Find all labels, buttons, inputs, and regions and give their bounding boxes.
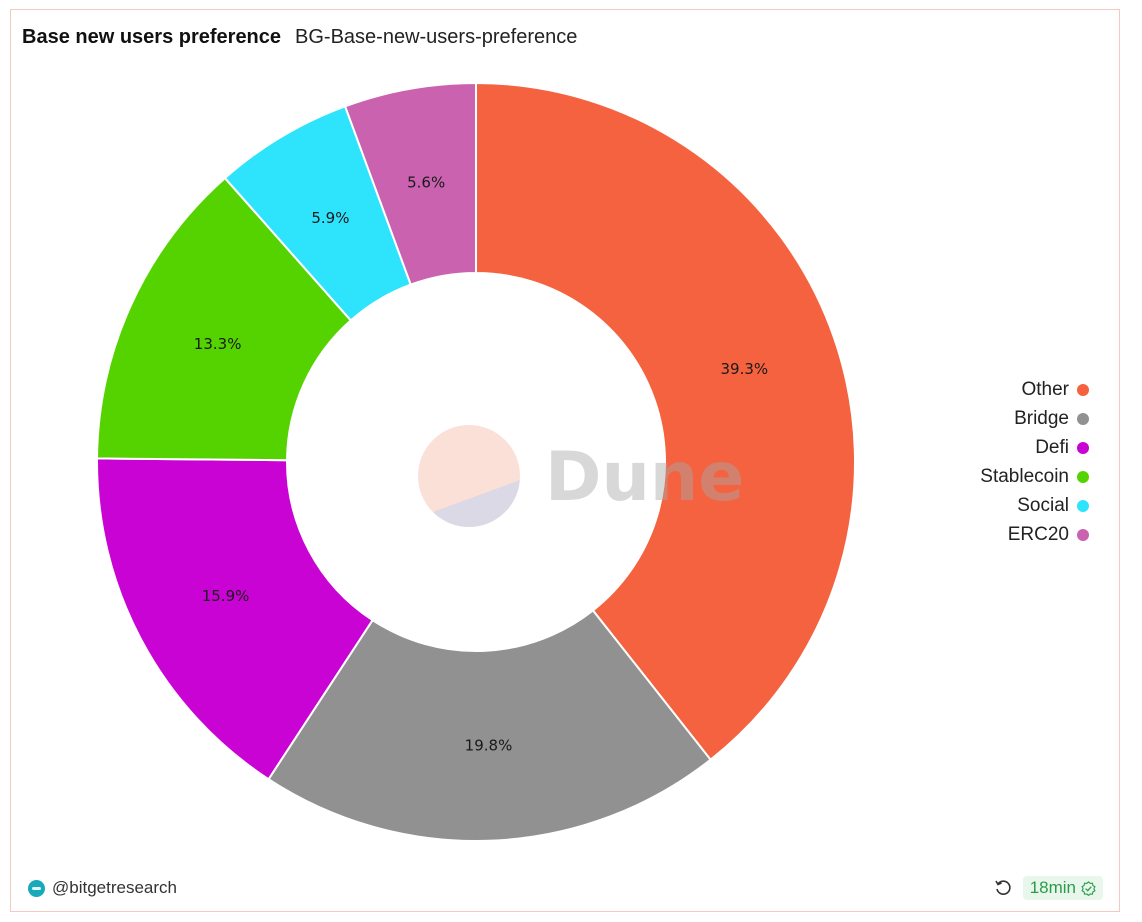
donut-chart: Dune 39.3% 19.8% 15.9% 13.3% 5.9% 5.6% (96, 81, 856, 842)
donut-slices (96, 81, 856, 842)
slice-label-other: 39.3% (721, 360, 769, 378)
author-avatar (28, 879, 45, 897)
legend-item-erc20[interactable]: ERC20 (1008, 524, 1089, 546)
legend-label: Defi (1035, 437, 1069, 458)
legend-item-stablecoin[interactable]: Stablecoin (980, 466, 1089, 488)
legend-swatch (1077, 413, 1089, 425)
chart-header: Base new users preference BG-Base-new-us… (22, 26, 577, 49)
author-handle: @bitgetresearch (52, 878, 177, 897)
slice-label-defi: 15.9% (202, 587, 250, 605)
legend-item-defi[interactable]: Defi (1035, 437, 1089, 459)
legend-label: Social (1017, 495, 1069, 516)
slice-bridge[interactable] (267, 609, 712, 842)
slice-erc20[interactable] (343, 81, 477, 286)
legend-label: Other (1021, 379, 1069, 400)
legend-label: Bridge (1014, 408, 1069, 429)
dune-watermark: Dune (418, 425, 744, 527)
slice-label-social: 5.9% (311, 209, 349, 227)
slice-labels: 39.3% 19.8% 15.9% 13.3% 5.9% 5.6% (194, 173, 768, 754)
legend-item-other[interactable]: Other (1021, 379, 1089, 401)
freshness-badge: 18min (1022, 876, 1103, 900)
slice-other[interactable] (475, 81, 856, 762)
legend-swatch (1077, 500, 1089, 512)
legend-swatch (1077, 442, 1089, 454)
legend-label: ERC20 (1007, 524, 1069, 545)
slice-stablecoin[interactable] (96, 176, 353, 462)
freshness-time: 18min (1029, 878, 1076, 897)
refresh-status: 18min (993, 876, 1103, 900)
slice-label-erc20: 5.6% (407, 173, 445, 191)
legend-label: Stablecoin (980, 466, 1069, 487)
legend-swatch (1077, 471, 1089, 483)
chart-subtitle: BG-Base-new-users-preference (295, 26, 578, 48)
slice-label-bridge: 19.8% (465, 737, 513, 755)
chart-card: Base new users preference BG-Base-new-us… (10, 9, 1120, 912)
slice-defi[interactable] (96, 457, 374, 781)
verified-check-icon (1081, 880, 1096, 896)
legend-swatch (1077, 529, 1089, 541)
legend-swatch (1077, 384, 1089, 396)
legend-item-social[interactable]: Social (1017, 495, 1089, 517)
legend-item-bridge[interactable]: Bridge (1014, 408, 1089, 430)
author-link[interactable]: @bitgetresearch (28, 878, 177, 898)
watermark-text: Dune (545, 438, 744, 517)
refresh-icon[interactable] (993, 878, 1013, 898)
slice-label-stablecoin: 13.3% (194, 335, 242, 353)
chart-legend: Other Bridge Defi Stablecoin Social ERC20 (980, 379, 1089, 546)
chart-title: Base new users preference (22, 26, 282, 48)
